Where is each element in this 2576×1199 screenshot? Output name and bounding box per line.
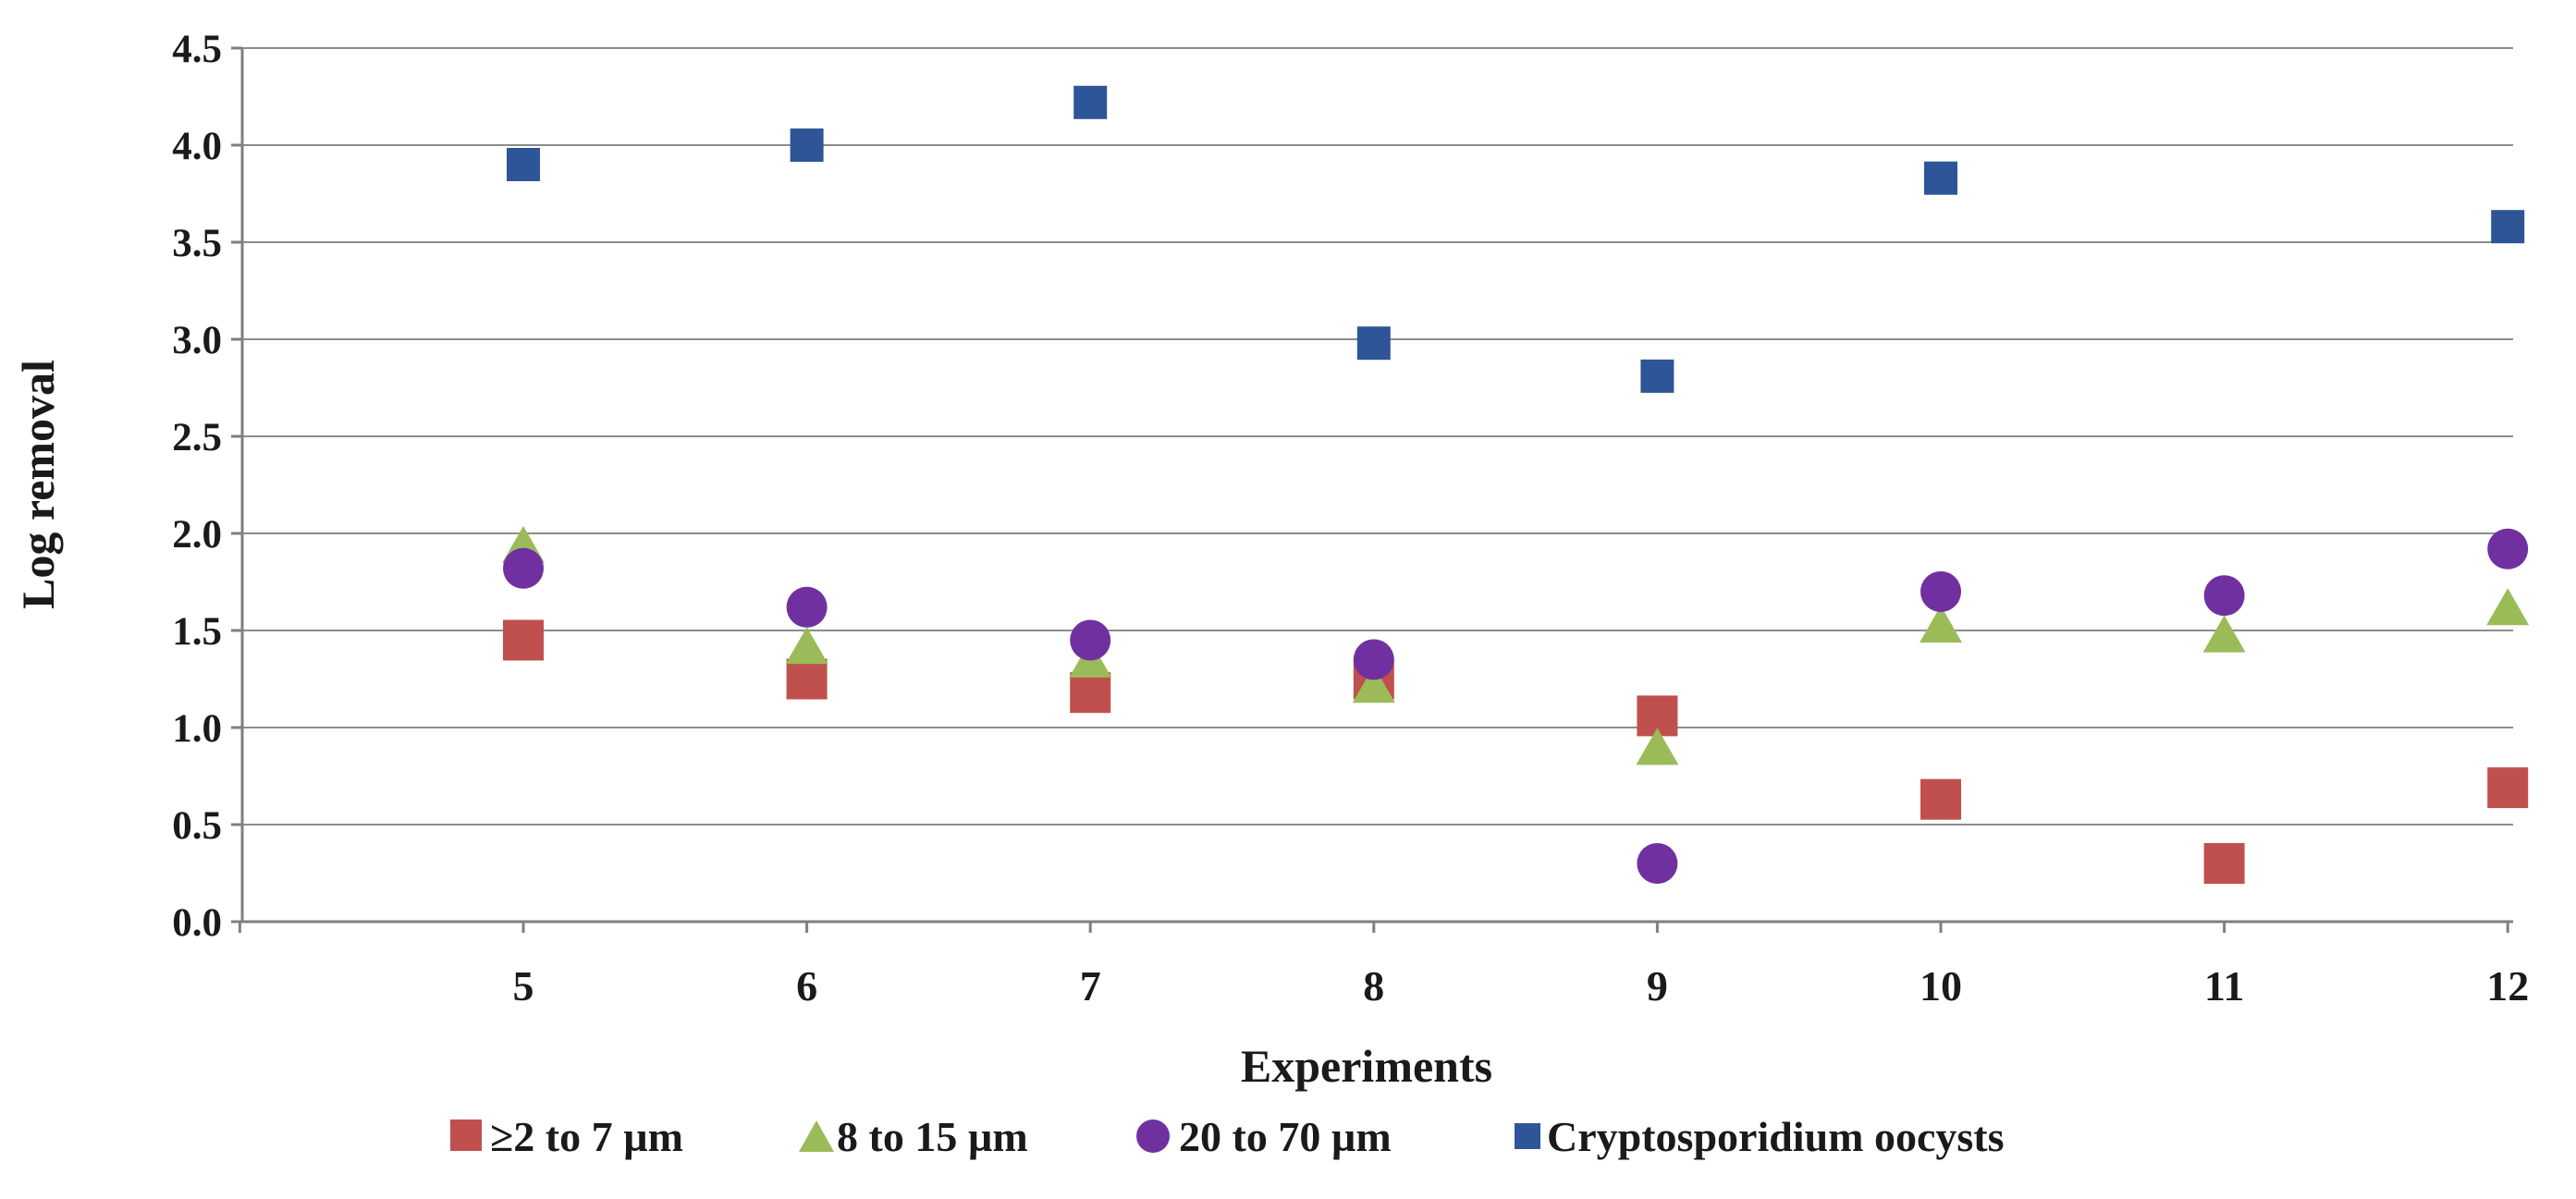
legend-marker-square <box>450 1119 482 1151</box>
data-point-series-2 <box>1637 843 1678 884</box>
data-point-series-2 <box>503 547 544 589</box>
data-point-series-3 <box>1924 161 1957 195</box>
data-point-series-0 <box>786 658 828 700</box>
x-tick-label: 11 <box>2204 962 2244 1009</box>
y-tick-labels: 0.0 0.5 1.0 1.5 2.0 2.5 3.0 3.5 4.0 4.5 <box>172 28 222 945</box>
data-point-series-0 <box>1920 778 1961 820</box>
y-tick-label: 3.0 <box>172 319 222 362</box>
data-point-series-1 <box>1352 666 1395 703</box>
legend-label: 20 to 70 µm <box>1179 1113 1392 1160</box>
x-tick-label: 6 <box>796 962 817 1009</box>
legend: ≥2 to 7 µm 8 to 15 µm 20 to 70 µm Crypto… <box>450 1113 2005 1160</box>
data-point-series-2 <box>2487 528 2529 569</box>
data-point-series-1 <box>785 627 828 665</box>
legend-marker-triangle <box>799 1120 834 1152</box>
data-point-series-2 <box>1353 639 1394 680</box>
data-point-series-1 <box>1636 728 1679 765</box>
data-point-series-3 <box>2491 210 2525 244</box>
legend-label: 8 to 15 µm <box>837 1113 1028 1160</box>
x-tick-label: 10 <box>1920 962 1962 1009</box>
x-tick-label: 12 <box>2486 962 2529 1009</box>
x-axis-title: Experiments <box>1241 1040 1492 1092</box>
y-tick-label: 0.5 <box>172 804 222 848</box>
data-point-series-3 <box>507 148 540 181</box>
gridlines <box>242 47 2513 826</box>
data-point-series-0 <box>2487 767 2529 809</box>
x-tick-labels: 5 6 7 8 9 10 11 12 <box>513 962 2530 1009</box>
x-tick-label: 9 <box>1647 962 1668 1009</box>
data-point-series-2 <box>786 586 828 628</box>
legend-item-size-2-7: ≥2 to 7 µm <box>450 1113 683 1160</box>
y-tick-label: 3.5 <box>172 222 222 265</box>
data-point-series-2 <box>2203 575 2245 617</box>
data-point-series-1 <box>1920 606 1962 643</box>
y-tick-label: 4.5 <box>172 28 222 71</box>
legend-item-size-20-70: 20 to 70 µm <box>1136 1113 1392 1160</box>
data-point-series-3 <box>1356 326 1391 361</box>
y-tick-label: 2.5 <box>172 416 222 459</box>
data-point-series-1 <box>2486 588 2530 626</box>
data-point-series-2 <box>1920 571 1961 612</box>
legend-marker-circle <box>1136 1119 1170 1153</box>
y-tick-label: 4.0 <box>172 125 222 168</box>
legend-label: ≥2 to 7 µm <box>490 1113 683 1160</box>
y-axis-title: Log removal <box>12 360 64 609</box>
data-point-series-3 <box>1640 359 1674 393</box>
legend-item-cryptosporidium: Cryptosporidium oocysts <box>1515 1113 2005 1160</box>
legend-item-size-8-15: 8 to 15 µm <box>799 1113 1028 1160</box>
axes <box>231 46 2513 933</box>
data-point-series-0 <box>503 619 544 661</box>
legend-marker-square-small <box>1515 1123 1540 1149</box>
data-point-series-0 <box>1070 672 1111 714</box>
y-tick-label: 2.0 <box>172 513 222 557</box>
x-tick-label: 5 <box>513 962 534 1009</box>
data-points <box>502 85 2530 884</box>
y-tick-label: 1.5 <box>172 610 222 654</box>
data-point-series-2 <box>1070 619 1111 661</box>
x-tick-label: 7 <box>1080 962 1101 1009</box>
y-tick-label: 0.0 <box>172 901 222 945</box>
legend-label: Cryptosporidium oocysts <box>1547 1113 2005 1160</box>
data-point-series-3 <box>790 128 824 162</box>
data-point-series-0 <box>2203 843 2245 884</box>
x-tick-label: 8 <box>1363 962 1384 1009</box>
data-point-series-1 <box>2202 615 2246 653</box>
y-tick-label: 1.0 <box>172 707 222 751</box>
data-point-series-3 <box>1073 85 1108 119</box>
